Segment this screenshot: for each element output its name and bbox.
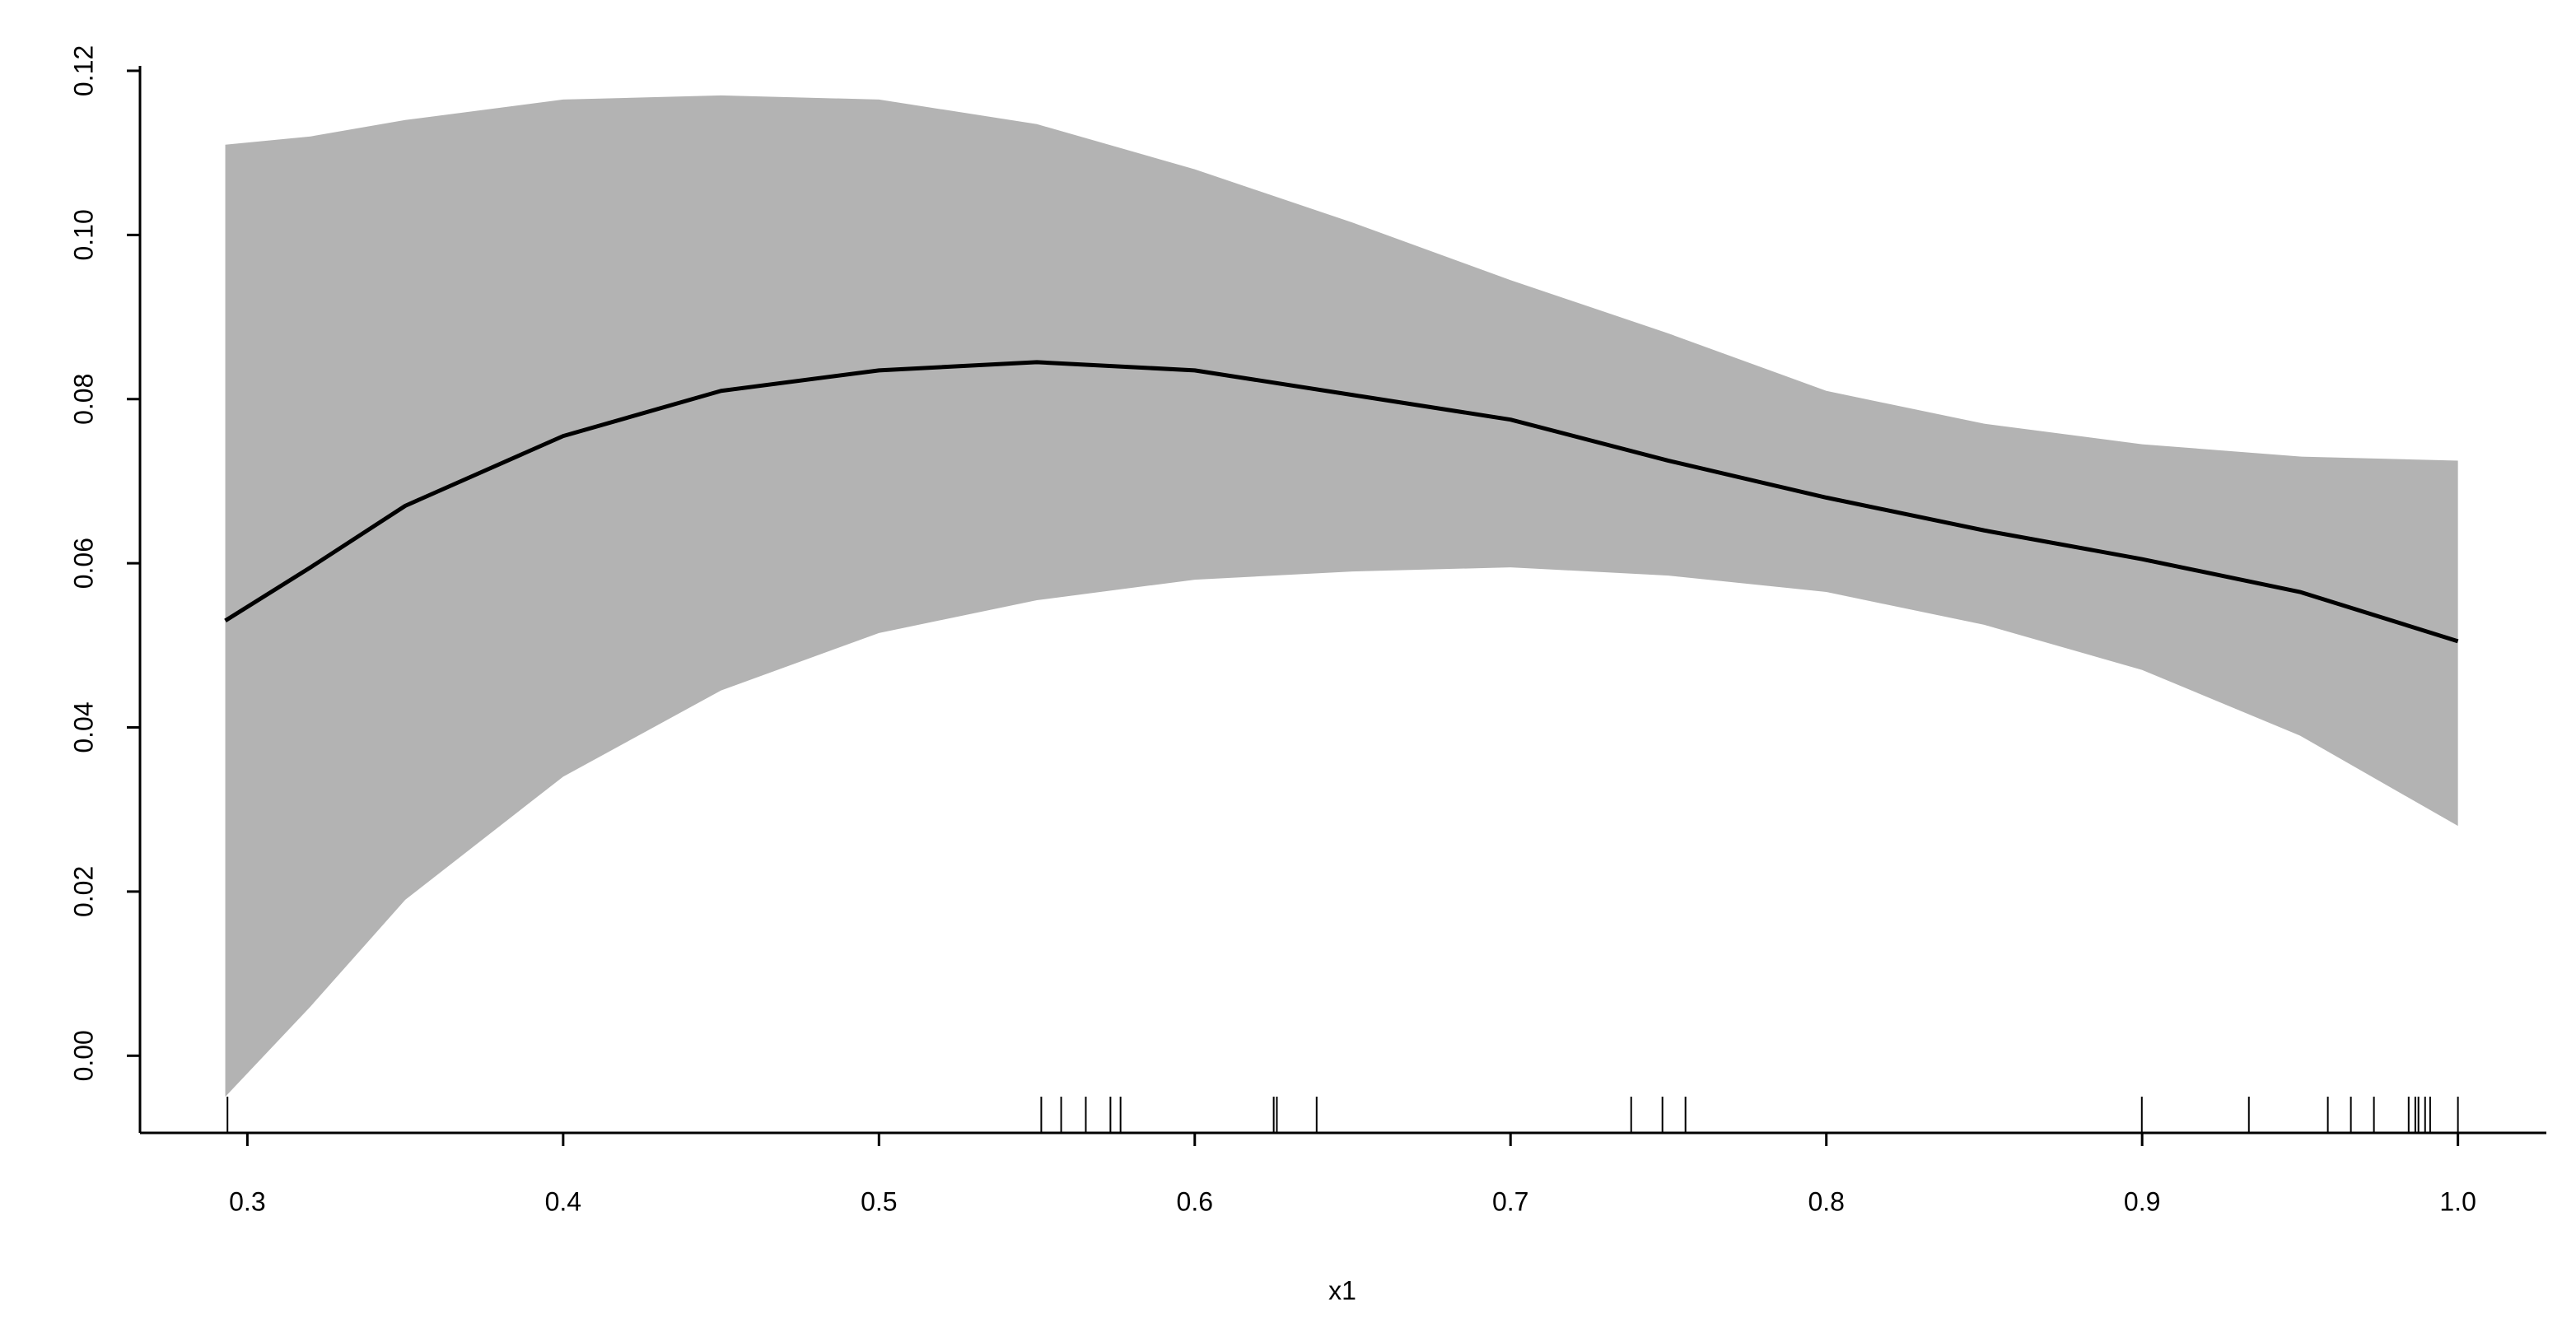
confidence-band (225, 95, 2458, 1097)
y-tick-label: 0.04 (68, 701, 98, 753)
y-tick-label: 0.06 (68, 538, 98, 589)
x-tick-label: 0.3 (229, 1186, 265, 1216)
x-tick-label: 1.0 (2439, 1186, 2476, 1216)
x-tick-label: 0.9 (2124, 1186, 2160, 1216)
x-tick-label: 0.8 (1808, 1186, 1844, 1216)
y-tick-label: 0.10 (68, 209, 98, 260)
x-axis-label: x1 (1328, 1275, 1356, 1305)
y-tick-label: 0.12 (68, 45, 98, 96)
y-tick-label: 0.02 (68, 866, 98, 917)
x-tick-label: 0.4 (545, 1186, 581, 1216)
x-tick-label: 0.5 (861, 1186, 897, 1216)
x-tick-label: 0.7 (1492, 1186, 1528, 1216)
y-tick-label: 0.08 (68, 374, 98, 425)
y-tick-label: 0.00 (68, 1030, 98, 1081)
x-tick-label: 0.6 (1177, 1186, 1213, 1216)
fit-line (224, 360, 2459, 644)
